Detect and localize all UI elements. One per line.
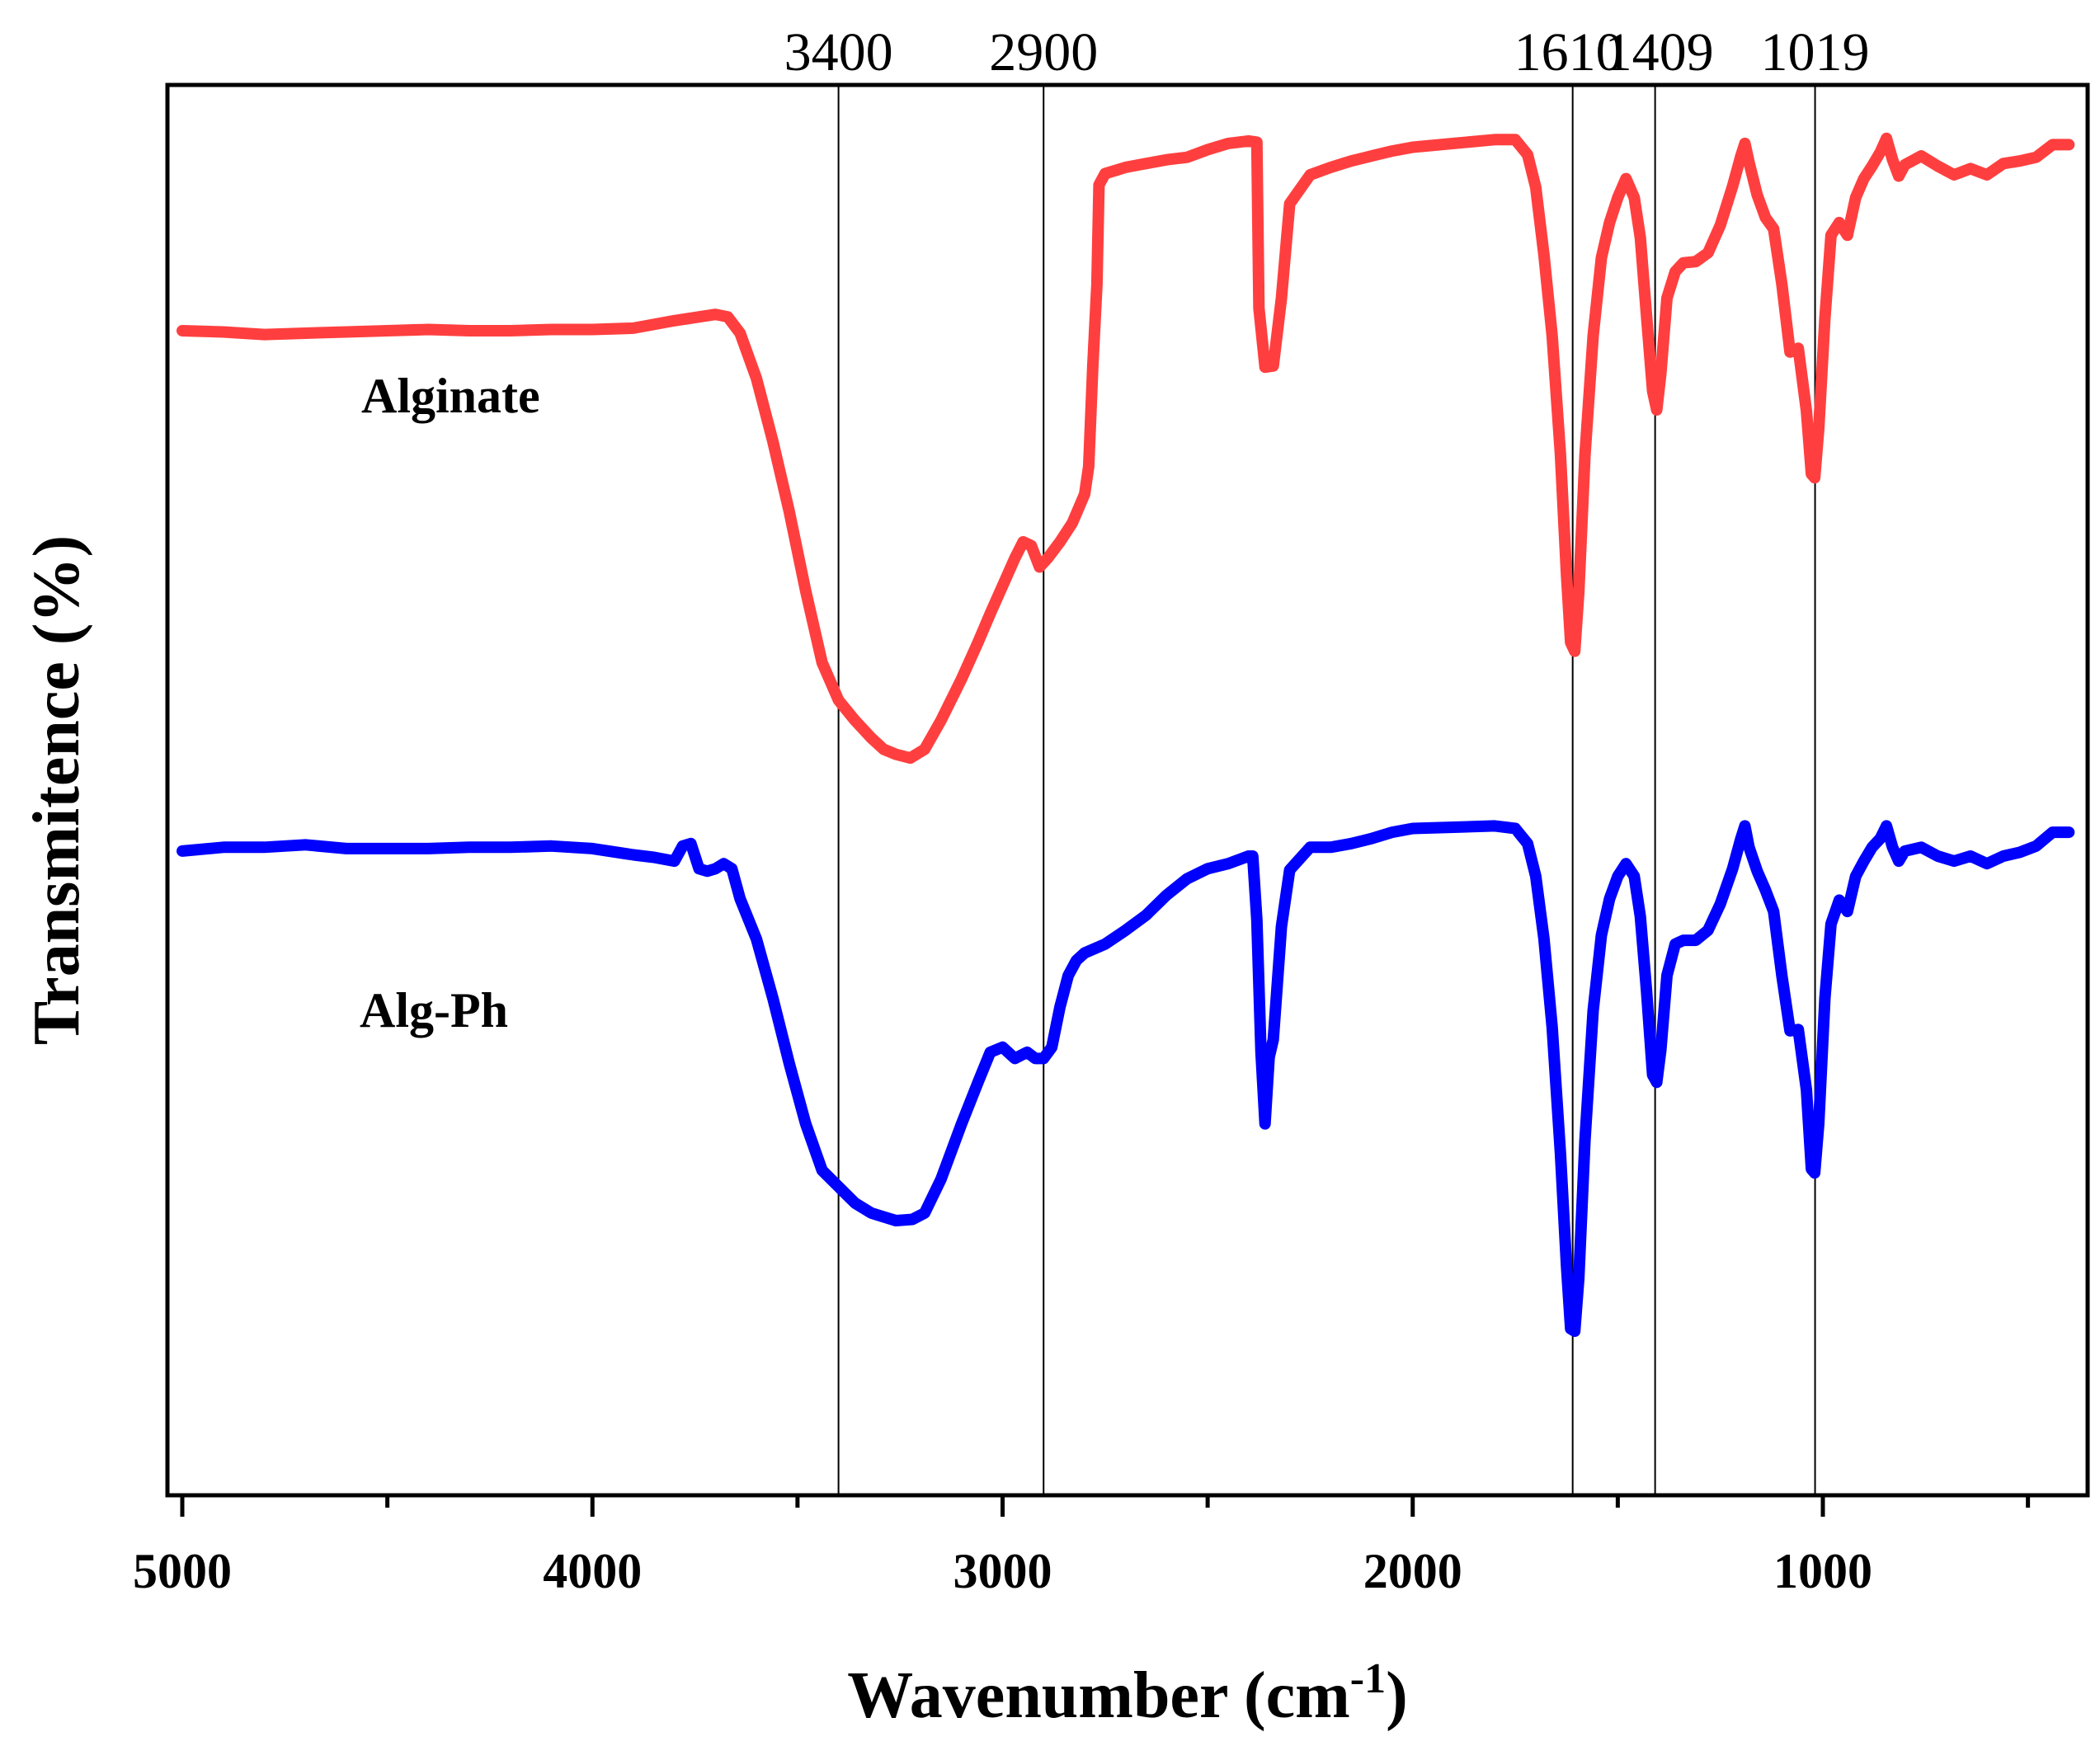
series-line-alginate: [177, 132, 2075, 765]
x-axis-title-main: Wavenumber (cm: [847, 1659, 1350, 1732]
peak-label-1019: 1019: [1761, 22, 1870, 82]
series-label-alginate: Alginate: [361, 369, 540, 423]
x-axis-tick-labels: 5000 4000 3000 2000 1000: [133, 1544, 1872, 1598]
x-tick-label-1000: 1000: [1773, 1544, 1872, 1598]
x-axis-ticks: [180, 1495, 2031, 1517]
x-tick-label-3000: 3000: [953, 1544, 1052, 1598]
series-labels: Alginate Alg-Ph: [360, 369, 540, 1038]
x-axis-title: Wavenumber (cm-1): [847, 1655, 1408, 1732]
y-axis-title: Transmitence (%): [21, 535, 93, 1045]
series-line-alg-ph: [177, 820, 2075, 1338]
plot-frame: [165, 82, 2090, 1498]
series-label-alg-ph: Alg-Ph: [360, 983, 508, 1038]
peak-label-1409: 1409: [1605, 22, 1714, 82]
x-tick-label-5000: 5000: [133, 1544, 232, 1598]
series-layer: [177, 132, 2075, 1338]
x-tick-label-4000: 4000: [543, 1544, 642, 1598]
x-tick-label-2000: 2000: [1363, 1544, 1462, 1598]
peak-label-3400: 3400: [784, 22, 893, 82]
peak-label-1610: 1610: [1514, 22, 1623, 82]
x-axis-title-superscript: -1: [1350, 1655, 1386, 1702]
x-axis-title-close: ): [1386, 1659, 1408, 1732]
reference-lines: [837, 85, 1816, 1495]
peak-label-2900: 2900: [989, 22, 1098, 82]
